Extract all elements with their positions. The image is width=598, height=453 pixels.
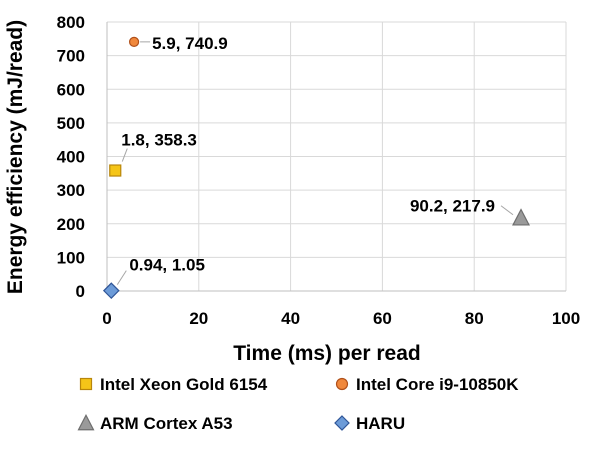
y-tick-label: 700 <box>57 47 85 66</box>
data-label-connector <box>500 205 514 216</box>
x-tick-label: 20 <box>189 309 208 328</box>
x-tick-label: 0 <box>102 309 111 328</box>
legend-marker-circle <box>335 377 349 391</box>
legend-marker-triangle <box>77 413 95 431</box>
y-tick-label: 600 <box>57 80 85 99</box>
y-axis-title: Energy efficiency (mJ/read) <box>4 20 27 294</box>
legend-marker-square <box>79 377 93 391</box>
x-tick-label: 80 <box>465 309 484 328</box>
legend-label: ARM Cortex A53 <box>100 414 233 433</box>
x-axis-title: Time (ms) per read <box>233 342 421 365</box>
y-tick-label: 800 <box>57 13 85 32</box>
label-connectors <box>116 41 514 285</box>
y-tick-label: 100 <box>57 248 85 267</box>
x-tick-label: 60 <box>373 309 392 328</box>
y-tick-label: 200 <box>57 215 85 234</box>
y-tick-label: 0 <box>76 282 85 301</box>
data-label: 90.2, 217.9 <box>410 197 495 216</box>
data-labels: 1.8, 358.3 5.9, 740.9 90.2, 217.9 0.94, 1.0… <box>121 34 495 275</box>
x-tick-label: 100 <box>552 309 580 328</box>
y-tick-label: 400 <box>57 148 85 167</box>
data-label: 5.9, 740.9 <box>152 34 228 53</box>
data-point-square <box>109 164 122 177</box>
data-points <box>102 36 531 299</box>
data-label: 0.94, 1.05 <box>129 256 205 275</box>
axes <box>106 22 566 292</box>
tick-labels: 0 100 200 300 400 500 600 700 800 0 20 40 60 80 100 <box>57 13 581 328</box>
data-label-connector <box>116 270 127 285</box>
legend-label: Intel Core i9-10850K <box>356 375 519 394</box>
data-label: 1.8, 358.3 <box>121 131 197 150</box>
data-point-diamond <box>102 282 120 299</box>
grid-lines <box>107 21 567 291</box>
legend-label: Intel Xeon Gold 6154 <box>100 375 268 394</box>
data-point-circle <box>128 36 140 47</box>
data-point-triangle <box>512 208 531 226</box>
y-tick-label: 500 <box>57 114 85 133</box>
data-label-connector <box>121 148 128 162</box>
legend: Intel Xeon Gold 6154 Intel Core i9-10850K… <box>77 375 519 433</box>
x-tick-label: 40 <box>281 309 300 328</box>
legend-marker-diamond <box>334 415 350 431</box>
legend-label: HARU <box>356 414 405 433</box>
y-tick-label: 300 <box>57 181 85 200</box>
